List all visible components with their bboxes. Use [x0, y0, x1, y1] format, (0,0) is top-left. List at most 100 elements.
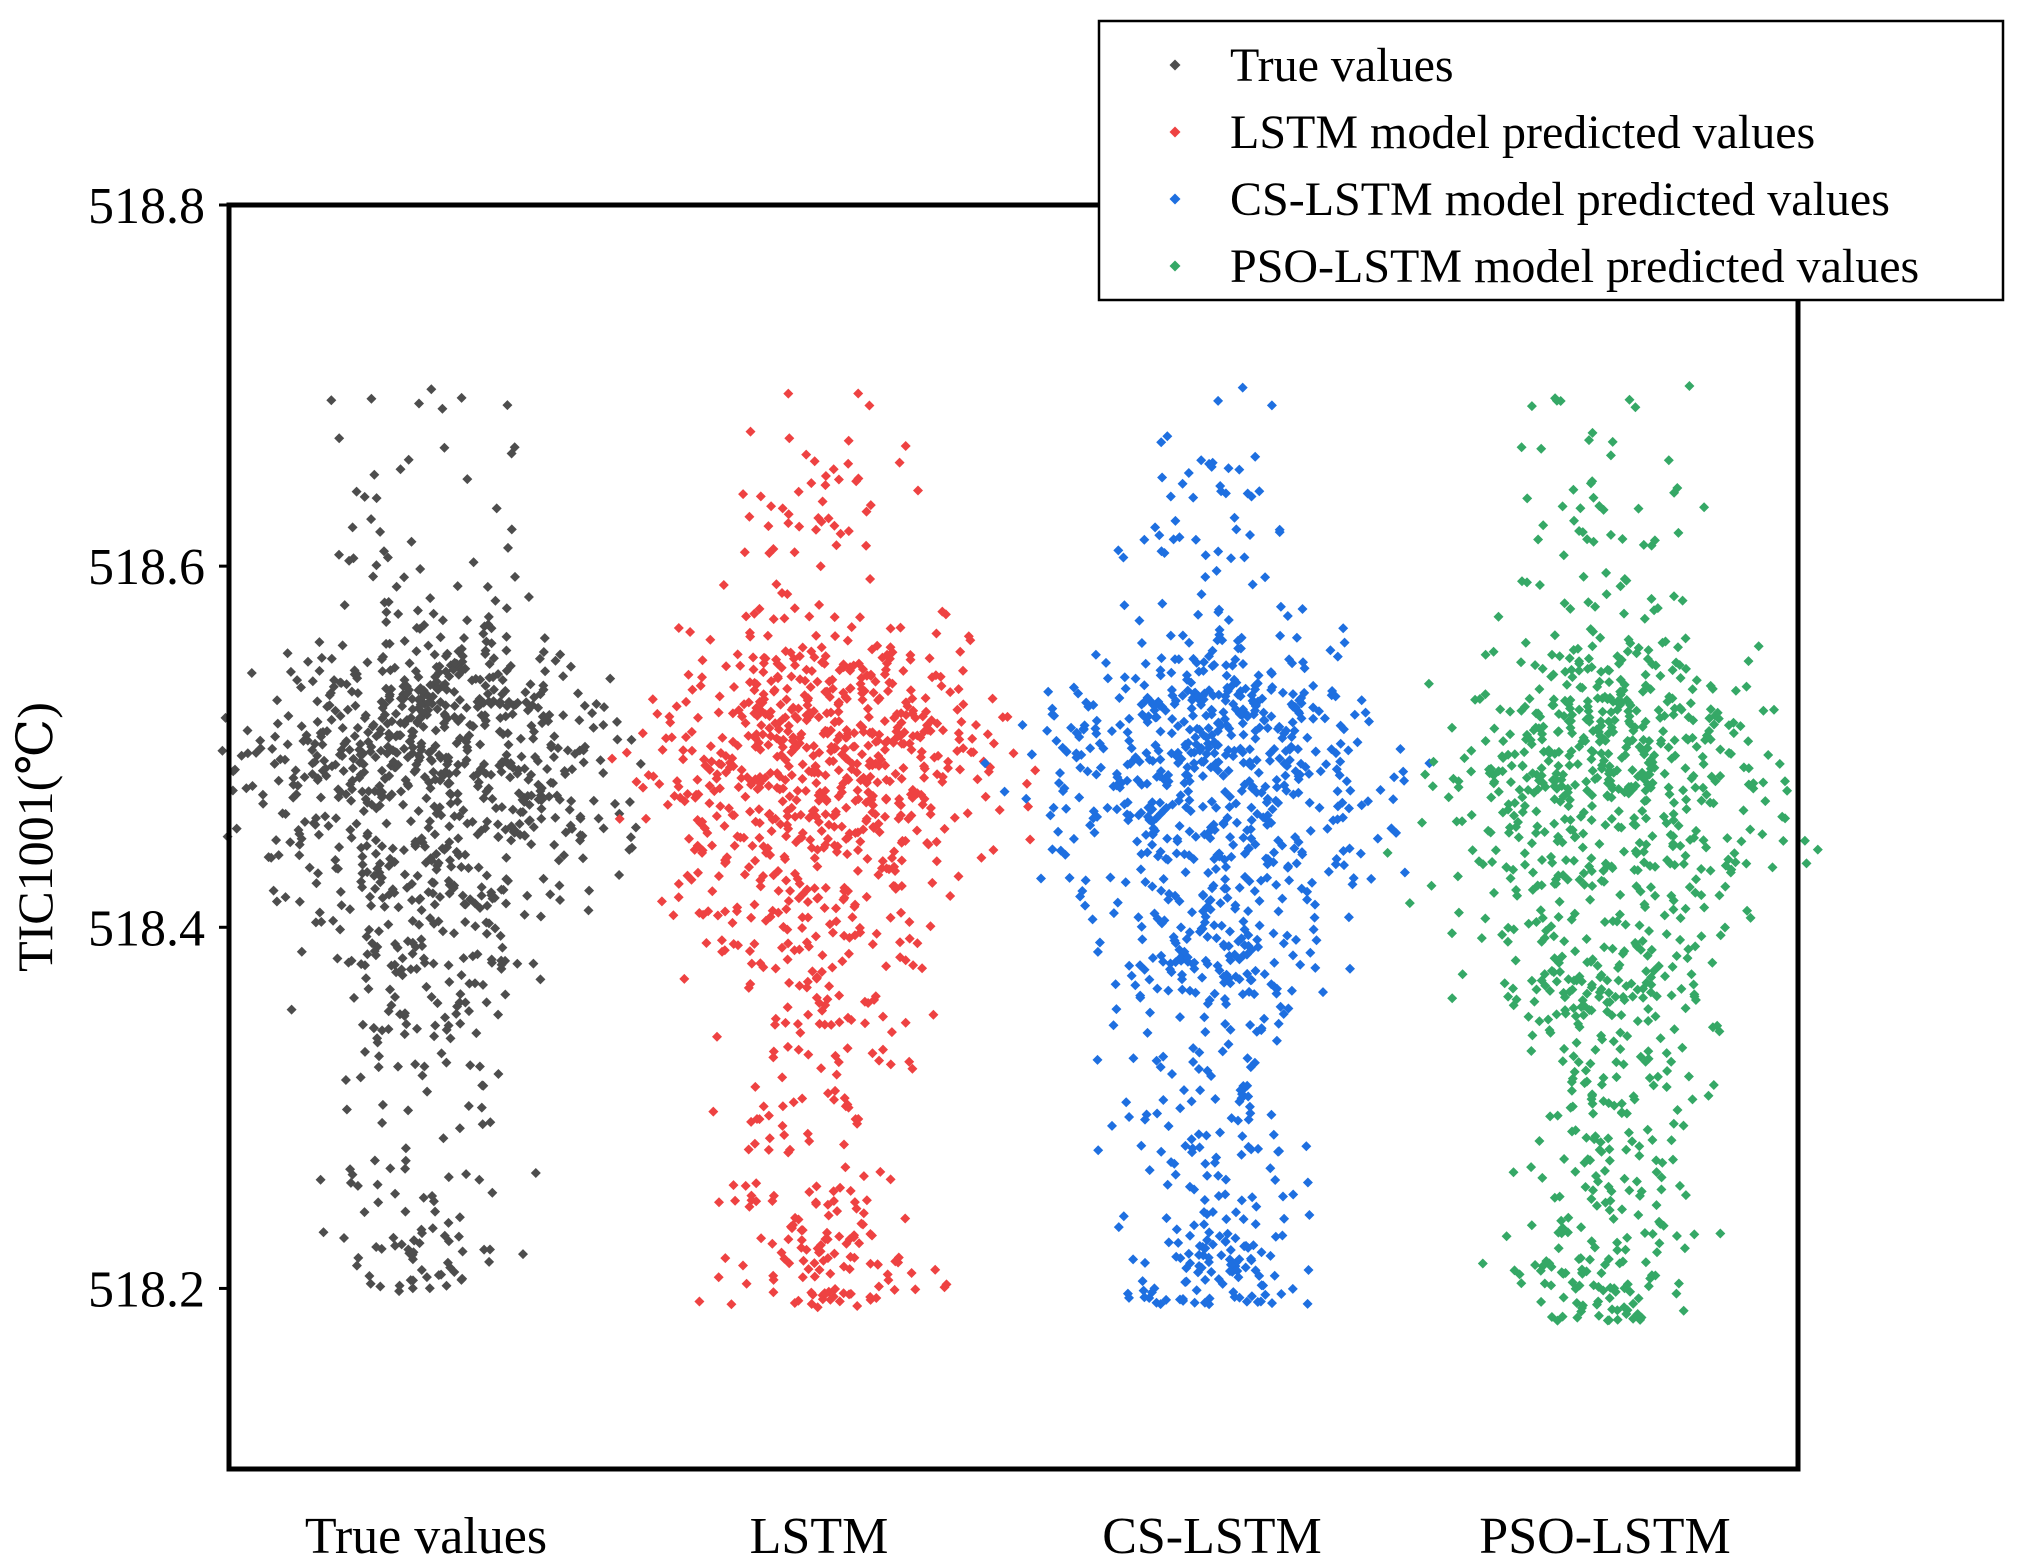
data-point: [1218, 770, 1229, 781]
data-point: [428, 767, 439, 777]
data-point: [1580, 1065, 1591, 1076]
data-point: [1602, 664, 1613, 675]
legend-label: CS-LSTM model predicted values: [1230, 173, 1890, 226]
data-point: [583, 905, 594, 916]
data-point: [382, 748, 393, 759]
data-point: [794, 980, 805, 991]
data-point: [1025, 834, 1036, 845]
data-point: [1335, 738, 1346, 749]
data-point: [744, 862, 754, 873]
data-point: [481, 997, 492, 1008]
data-point: [443, 1172, 454, 1183]
data-point: [334, 842, 345, 853]
data-point: [1615, 674, 1626, 685]
data-point: [1560, 666, 1571, 677]
data-point: [1593, 1310, 1604, 1321]
data-point: [1217, 1046, 1228, 1057]
data-point: [763, 780, 774, 791]
data-point: [1308, 924, 1319, 935]
data-point: [402, 882, 412, 893]
data-point: [486, 954, 497, 965]
data-point: [1534, 580, 1545, 590]
data-point: [598, 823, 609, 834]
data-point: [538, 711, 549, 721]
data-point: [393, 1061, 403, 1072]
data-point: [1572, 1312, 1583, 1323]
data-point: [550, 812, 561, 823]
data-point: [578, 853, 588, 864]
data-point: [831, 903, 841, 914]
data-point: [1526, 1220, 1537, 1231]
data-point: [873, 818, 884, 829]
data-point: [376, 872, 387, 883]
data-point: [349, 992, 359, 1003]
data-point: [1244, 744, 1255, 755]
data-point: [535, 911, 546, 922]
data-point: [1598, 1096, 1609, 1107]
data-point: [1190, 831, 1201, 842]
data-point: [956, 716, 967, 727]
data-point: [335, 787, 346, 798]
data-point: [451, 1008, 462, 1019]
data-point: [1238, 832, 1249, 843]
data-point: [1668, 904, 1679, 915]
x-axis-ticks: True values LSTM CS-LSTM PSO-LSTM: [305, 1508, 1731, 1565]
data-point: [945, 891, 956, 901]
data-point: [1624, 394, 1635, 405]
data-point: [809, 1271, 820, 1282]
data-point: [802, 1128, 813, 1139]
data-point: [1245, 1253, 1256, 1264]
data-point: [427, 877, 438, 888]
data-point: [1663, 782, 1674, 793]
data-point: [1615, 1027, 1626, 1038]
data-point: [820, 480, 831, 491]
data-point: [1113, 545, 1124, 556]
data-point: [1605, 529, 1616, 540]
data-point: [1147, 953, 1158, 963]
data-point: [1328, 815, 1339, 826]
data-point: [794, 878, 805, 889]
data-point: [1326, 744, 1337, 755]
data-point: [1181, 1263, 1192, 1274]
data-point: [397, 953, 408, 964]
data-point: [425, 680, 436, 690]
data-point: [662, 799, 673, 810]
data-point: [422, 1086, 433, 1097]
data-point: [1337, 797, 1348, 808]
data-point: [840, 732, 851, 743]
data-point: [1189, 1220, 1200, 1231]
data-point: [895, 937, 905, 948]
data-point: [927, 877, 938, 888]
data-point: [855, 612, 865, 623]
data-point: [255, 743, 266, 754]
data-point: [1108, 1020, 1119, 1031]
data-point: [1666, 1056, 1677, 1067]
data-point: [754, 804, 764, 815]
data-point: [580, 741, 590, 752]
data-point: [879, 669, 890, 680]
data-point: [822, 1199, 833, 1210]
data-point: [738, 1260, 748, 1271]
data-point: [378, 651, 389, 662]
data-point: [1417, 817, 1427, 828]
data-point: [912, 788, 923, 799]
data-point: [388, 1232, 399, 1243]
data-point: [1503, 991, 1514, 1002]
data-point: [399, 1029, 410, 1040]
data-point: [361, 973, 371, 984]
data-point: [1213, 765, 1223, 776]
data-point: [896, 855, 907, 866]
data-point: [713, 707, 724, 718]
data-point: [1277, 1230, 1288, 1241]
data-point: [1598, 1285, 1609, 1296]
data-point: [1570, 1125, 1581, 1136]
data-point: [1503, 922, 1514, 933]
data-point: [481, 928, 492, 939]
data-point: [694, 908, 705, 918]
data-point: [588, 795, 599, 806]
data-point: [431, 864, 442, 875]
data-point: [1582, 988, 1592, 999]
data-point: [1643, 769, 1654, 780]
data-point: [512, 697, 523, 708]
data-point: [415, 564, 426, 574]
